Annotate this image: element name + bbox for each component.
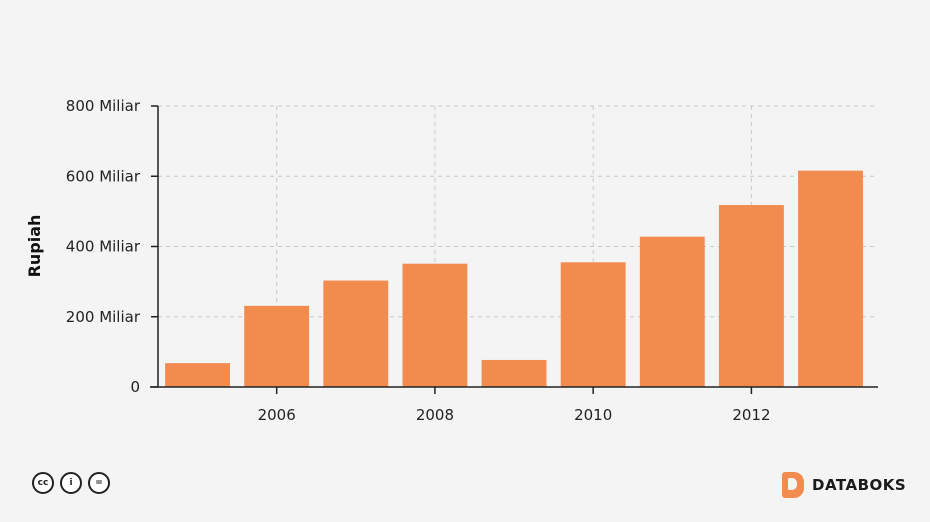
- y-tick-label: 0: [130, 378, 140, 396]
- axes-layer: [150, 105, 878, 394]
- x-tick-label: 2006: [258, 406, 296, 424]
- nd-icon: =: [88, 472, 110, 494]
- by-icon: i: [60, 472, 82, 494]
- y-axis-title: Rupiah: [25, 215, 44, 278]
- bar: [639, 236, 705, 387]
- y-tick-label: 600 Miliar: [66, 167, 141, 185]
- bar: [798, 170, 863, 387]
- databoks-logo-icon: [782, 472, 804, 498]
- license-icons: cc i =: [32, 472, 110, 494]
- cc-icon: cc: [32, 472, 54, 494]
- bar: [481, 359, 547, 387]
- y-tick-label: 200 Miliar: [66, 308, 141, 326]
- bar: [718, 205, 784, 387]
- x-tick-label: 2008: [416, 406, 454, 424]
- brand-name: DATABOKS: [812, 476, 907, 494]
- bar: [560, 262, 626, 387]
- y-tick-label: 800 Miliar: [66, 97, 141, 115]
- bar: [165, 363, 230, 387]
- x-tick-label: 2012: [732, 406, 770, 424]
- databoks-logo: DATABOKS: [782, 472, 906, 498]
- x-tick-label: 2010: [574, 406, 612, 424]
- bars-layer: [165, 170, 863, 387]
- bar: [323, 280, 389, 387]
- labels-layer: 0 200 Miliar 400 Miliar 600 Miliar 800 Milia…: [66, 97, 771, 424]
- bar: [402, 263, 468, 387]
- bar: [244, 305, 310, 387]
- y-tick-label: 400 Miliar: [66, 238, 141, 256]
